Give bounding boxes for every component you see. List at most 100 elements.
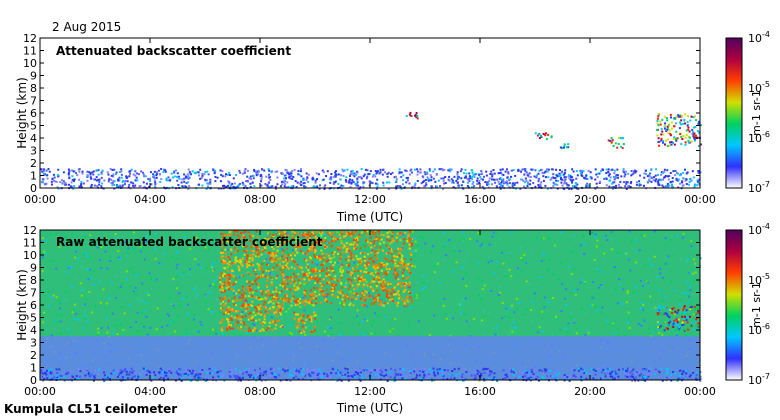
heat-pixel (375, 276, 378, 279)
heat-pixel (353, 375, 356, 378)
heat-pixel (307, 180, 310, 183)
heat-pixel (309, 245, 312, 248)
heat-pixel (42, 375, 45, 378)
heat-pixel (332, 239, 335, 242)
heat-pixel (236, 241, 239, 244)
heat-pixel (585, 177, 588, 180)
heat-pixel (285, 169, 288, 172)
heat-pixel (124, 369, 127, 372)
heat-pixel (319, 301, 322, 304)
heat-pixel (84, 374, 87, 377)
heat-pixel (473, 185, 476, 188)
heat-pixel (500, 182, 503, 185)
heat-pixel (582, 170, 585, 173)
heat-pixel (679, 369, 682, 372)
heat-pixel (407, 263, 410, 266)
heat-pixel (307, 234, 310, 237)
heat-pixel (284, 297, 287, 300)
heat-pixel (447, 369, 450, 372)
heat-pixel (93, 376, 96, 379)
heat-pixel (585, 183, 588, 186)
heat-pixel (220, 251, 223, 254)
heat-pixel (574, 182, 577, 185)
heat-pixel (657, 124, 660, 127)
heat-pixel (563, 374, 566, 377)
heat-pixel (362, 181, 365, 184)
heat-pixel (286, 247, 289, 250)
heat-pixel (271, 240, 274, 243)
heat-pixel (324, 245, 327, 248)
heat-pixel (448, 175, 451, 178)
heat-pixel (682, 135, 685, 138)
heat-pixel (78, 375, 81, 378)
heat-pixel (416, 173, 419, 176)
heat-pixel (374, 244, 377, 247)
heat-pixel (462, 367, 465, 370)
heat-pixel (221, 184, 224, 187)
heat-pixel (205, 371, 208, 374)
heat-pixel (388, 268, 391, 271)
heat-pixel (550, 135, 553, 138)
heat-pixel (699, 378, 702, 381)
heat-pixel (232, 177, 235, 180)
heat-pixel (666, 169, 669, 172)
heat-pixel (523, 185, 526, 188)
heat-pixel (405, 282, 408, 285)
noise-pixel (337, 236, 340, 239)
heat-pixel (159, 367, 162, 370)
heat-pixel (314, 282, 317, 285)
heat-pixel (177, 176, 180, 179)
heat-pixel (415, 112, 418, 115)
heat-pixel (284, 280, 287, 283)
heat-pixel (57, 168, 60, 171)
noise-pixel (328, 326, 331, 329)
heat-pixel (75, 378, 78, 381)
heat-pixel (227, 288, 230, 291)
heat-pixel (168, 367, 171, 370)
heat-pixel (485, 170, 488, 173)
heat-pixel (76, 174, 79, 177)
heat-pixel (611, 182, 614, 185)
heat-pixel (300, 184, 303, 187)
noise-pixel (132, 231, 135, 234)
heat-pixel (50, 183, 53, 186)
y-tick-label: 9 (30, 70, 37, 83)
heat-pixel (321, 231, 324, 234)
heat-pixel (124, 179, 127, 182)
heat-pixel (634, 171, 637, 174)
noise-pixel (674, 289, 677, 292)
noise-pixel (118, 287, 121, 290)
heat-pixel (214, 180, 217, 183)
heat-pixel (142, 181, 145, 184)
noise-pixel (654, 308, 657, 311)
heat-pixel (356, 182, 359, 185)
noise-pixel (646, 281, 649, 284)
heat-pixel (306, 301, 309, 304)
heat-pixel (382, 280, 385, 283)
heat-pixel (307, 239, 310, 242)
heat-pixel (590, 177, 593, 180)
heat-pixel (364, 245, 367, 248)
heat-pixel (330, 173, 333, 176)
noise-pixel (269, 324, 272, 327)
heat-pixel (527, 183, 530, 186)
heat-pixel (49, 372, 52, 375)
heat-pixel (488, 377, 491, 380)
heat-pixel (159, 369, 162, 372)
heat-pixel (228, 182, 231, 185)
heat-pixel (386, 172, 389, 175)
heat-pixel (177, 184, 180, 187)
noise-pixel (649, 295, 652, 298)
colorbar-tick-label: 10-6 (748, 130, 770, 145)
heat-pixel (252, 175, 255, 178)
noise-pixel (455, 261, 458, 264)
heat-pixel (405, 170, 408, 173)
heat-pixel (153, 170, 156, 173)
heat-pixel (227, 256, 230, 259)
heat-pixel (308, 373, 311, 376)
heat-pixel (678, 127, 681, 130)
heat-pixel (221, 175, 224, 178)
heat-pixel (385, 258, 388, 261)
heat-pixel (270, 256, 273, 259)
heat-pixel (495, 185, 498, 188)
